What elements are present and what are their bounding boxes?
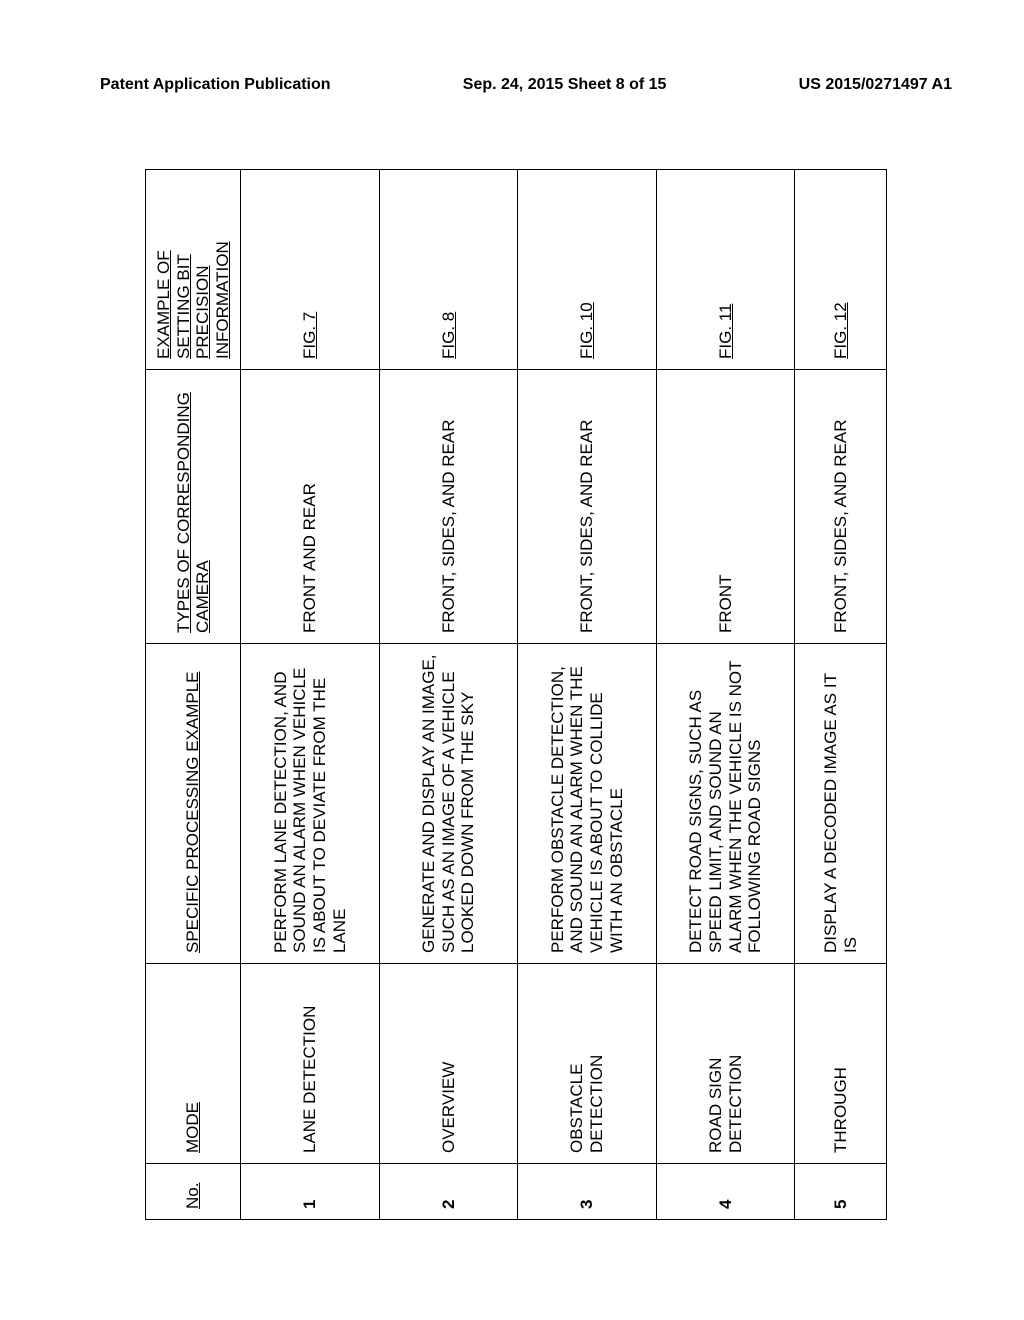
cell-no: 4 — [656, 1164, 795, 1220]
cell-camera: FRONT, SIDES, AND REAR — [518, 370, 657, 644]
cell-camera: FRONT AND REAR — [241, 370, 380, 644]
cell-mode: ROAD SIGN DETECTION — [656, 964, 795, 1164]
header-center: Sep. 24, 2015 Sheet 8 of 15 — [463, 76, 667, 94]
page-header: Patent Application Publication Sep. 24, … — [0, 76, 1024, 94]
cell-example: FIG. 7 — [241, 170, 380, 370]
cell-mode: THROUGH — [795, 964, 887, 1164]
cell-no: 1 — [241, 1164, 380, 1220]
cell-spec: GENERATE AND DISPLAY AN IMAGE, SUCH AS A… — [379, 644, 518, 964]
header-right: US 2015/0271497 A1 — [799, 76, 952, 94]
col-header-example: EXAMPLE OF SETTING BIT PRECISION INFORMA… — [146, 170, 241, 370]
col-header-no: No. — [146, 1164, 241, 1220]
col-header-mode: MODE — [146, 964, 241, 1164]
cell-example: FIG. 11 — [656, 170, 795, 370]
cell-example: FIG. 10 — [518, 170, 657, 370]
table-row: 5 THROUGH DISPLAY A DECODED IMAGE AS IT … — [795, 170, 887, 1220]
cell-spec: PERFORM LANE DETECTION, AND SOUND AN ALA… — [241, 644, 380, 964]
data-table: No. MODE SPECIFIC PROCESSING EXAMPLE TYP… — [145, 169, 887, 1220]
cell-spec: DISPLAY A DECODED IMAGE AS IT IS — [795, 644, 887, 964]
table-row: 4 ROAD SIGN DETECTION DETECT ROAD SIGNS,… — [656, 170, 795, 1220]
cell-camera: FRONT, SIDES, AND REAR — [795, 370, 887, 644]
fig-ref: FIG. 11 — [716, 304, 735, 359]
header-left: Patent Application Publication — [100, 76, 331, 94]
col-header-spec: SPECIFIC PROCESSING EXAMPLE — [146, 644, 241, 964]
cell-spec: PERFORM OBSTACLE DETECTION, AND SOUND AN… — [518, 644, 657, 964]
table-row: 1 LANE DETECTION PERFORM LANE DETECTION,… — [241, 170, 380, 1220]
cell-no: 2 — [379, 1164, 518, 1220]
cell-camera: FRONT — [656, 370, 795, 644]
table-header-row: No. MODE SPECIFIC PROCESSING EXAMPLE TYP… — [146, 170, 241, 1220]
cell-camera: FRONT, SIDES, AND REAR — [379, 370, 518, 644]
cell-spec: DETECT ROAD SIGNS, SUCH AS SPEED LIMIT, … — [656, 644, 795, 964]
cell-example: FIG. 8 — [379, 170, 518, 370]
cell-no: 3 — [518, 1164, 657, 1220]
cell-mode: OBSTACLE DETECTION — [518, 964, 657, 1164]
cell-mode: LANE DETECTION — [241, 964, 380, 1164]
figure-container: FIG.9 No. MODE SPECIFIC PROCESSING EXAMP… — [0, 324, 1024, 1066]
fig-ref: FIG. 7 — [300, 312, 319, 359]
table-row: 3 OBSTACLE DETECTION PERFORM OBSTACLE DE… — [518, 170, 657, 1220]
cell-example: FIG. 12 — [795, 170, 887, 370]
cell-mode: OVERVIEW — [379, 964, 518, 1164]
fig-ref: FIG. 8 — [439, 312, 458, 359]
cell-no: 5 — [795, 1164, 887, 1220]
col-header-camera: TYPES OF CORRESPONDING CAMERA — [146, 370, 241, 644]
table-row: 2 OVERVIEW GENERATE AND DISPLAY AN IMAGE… — [379, 170, 518, 1220]
fig-ref: FIG. 12 — [831, 302, 850, 359]
fig-ref: FIG. 10 — [577, 302, 596, 359]
